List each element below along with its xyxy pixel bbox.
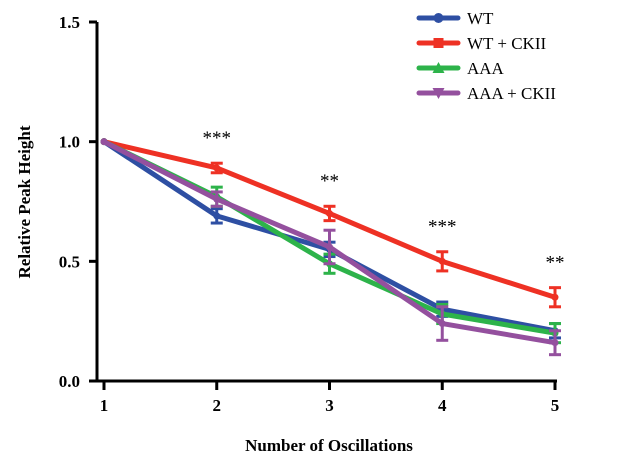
legend: WT WT + CKII AAA AAA + CKII	[416, 9, 556, 103]
legend-label: AAA + CKII	[467, 84, 556, 103]
legend-item: AAA + CKII	[416, 84, 556, 103]
significance-marker: ***	[428, 217, 457, 238]
y-tick-label: 1.0	[59, 133, 80, 152]
legend-marker	[432, 62, 445, 73]
legend-label: WT	[467, 9, 494, 28]
legend-marker	[433, 38, 444, 48]
legend-item: WT	[416, 9, 494, 28]
significance-marker: ***	[203, 128, 232, 149]
legend-label: AAA	[467, 59, 505, 78]
axes: 0.0 0.5 1.0 1.5 1 2 3 4 5	[59, 13, 560, 415]
series-wt-ckii	[100, 138, 561, 309]
annotation-layer: **********	[203, 128, 565, 273]
data-point	[438, 320, 446, 328]
y-tick-label: 1.5	[59, 13, 80, 32]
x-tick-label: 5	[551, 396, 560, 415]
legend-label: WT + CKII	[467, 34, 546, 53]
legend-marker	[432, 88, 445, 99]
significance-marker: **	[320, 171, 339, 192]
data-point	[551, 339, 559, 347]
data-point	[326, 209, 333, 217]
y-tick-label: 0.0	[59, 372, 80, 391]
data-point	[551, 293, 559, 301]
legend-marker	[433, 13, 444, 23]
data-point	[213, 212, 221, 220]
data-point	[213, 164, 221, 172]
legend-item: AAA	[416, 59, 505, 78]
x-tick-label: 4	[438, 396, 447, 415]
x-axis-title: Number of Oscillations	[245, 436, 413, 455]
data-point	[100, 138, 108, 146]
x-tick-label: 2	[213, 396, 222, 415]
series-layer	[100, 138, 561, 357]
series-aaa-ckii	[100, 138, 561, 357]
significance-marker: **	[546, 253, 565, 274]
data-point	[326, 243, 333, 251]
y-tick-label: 0.5	[59, 252, 80, 271]
x-tick-label: 1	[100, 396, 109, 415]
y-axis-title: Relative Peak Height	[15, 125, 34, 278]
data-point	[438, 257, 446, 265]
legend-item: WT + CKII	[416, 34, 546, 53]
data-point	[213, 195, 221, 203]
x-tick-label: 3	[325, 396, 334, 415]
